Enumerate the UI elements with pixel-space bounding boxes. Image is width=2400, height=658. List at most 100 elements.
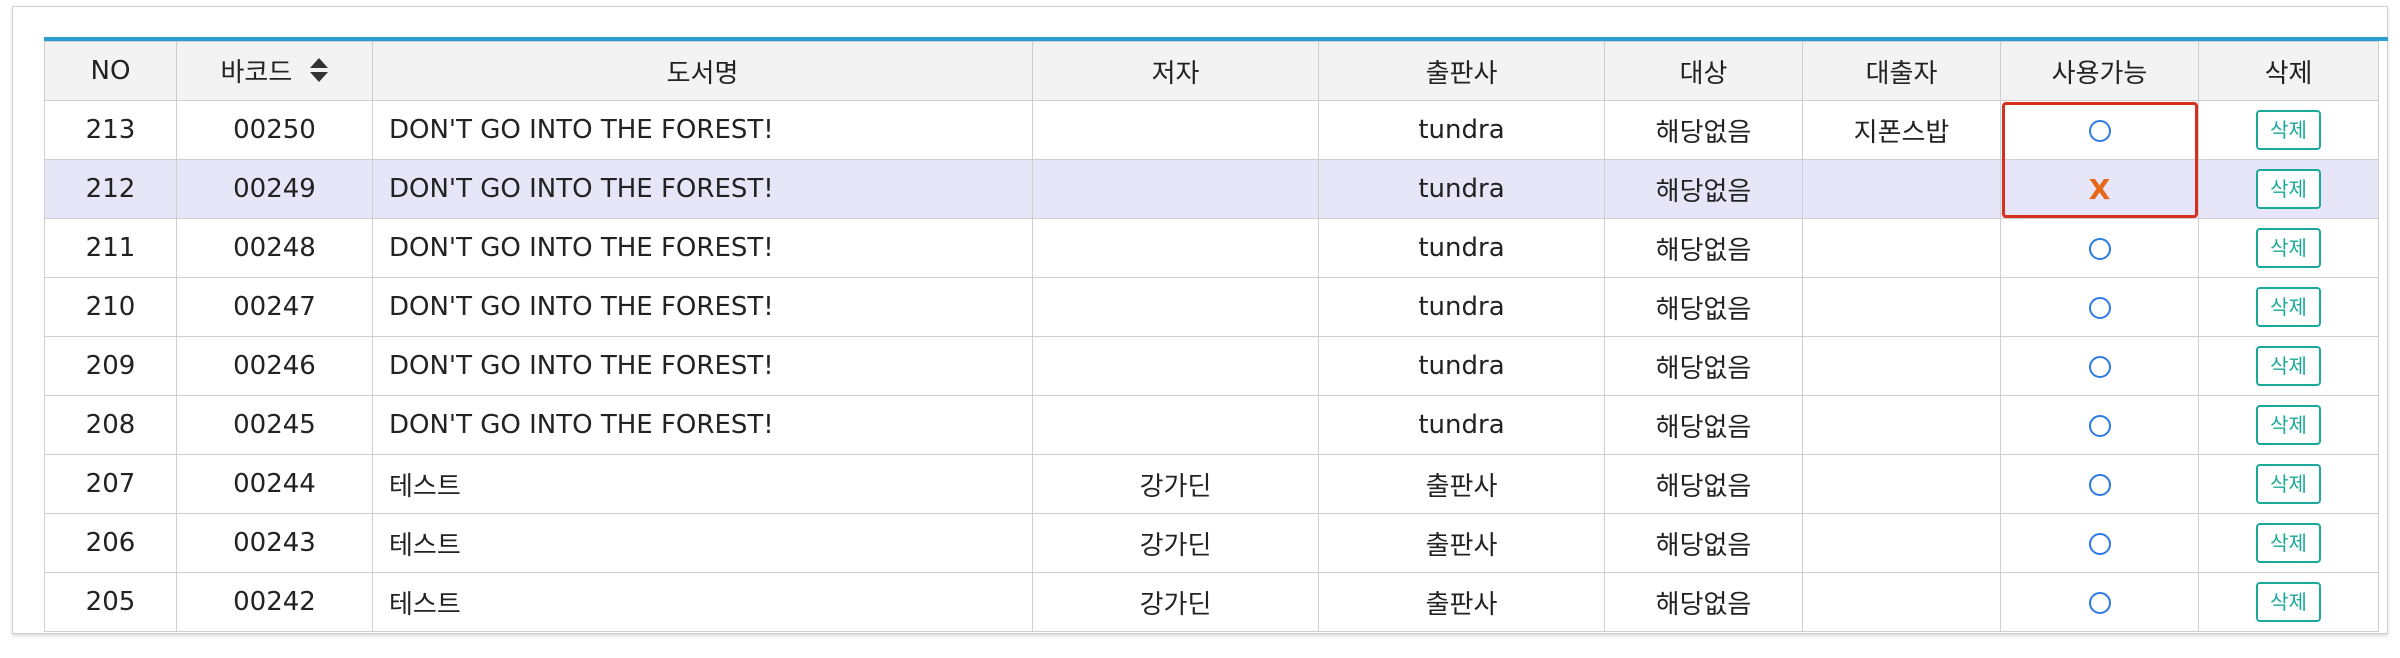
cell-title: DON'T GO INTO THE FOREST! [372, 336, 1033, 396]
cell-no: 213 [44, 100, 177, 160]
table-row[interactable]: 211 00248 DON'T GO INTO THE FOREST! tundra 해… [44, 218, 2379, 278]
table-row[interactable]: 212 00249 DON'T GO INTO THE FOREST! tundra 해… [44, 159, 2379, 219]
circle-available-icon [2088, 237, 2111, 260]
cell-no: 209 [44, 336, 177, 396]
cell-title: 테스트 [372, 513, 1033, 573]
book-table: NO 바코드 도서명 저자 출판사 대상 대출자 사용가능 삭제 213 0025… [44, 41, 2379, 632]
cell-borrower [1802, 395, 2001, 455]
delete-button[interactable]: 삭제 [2256, 169, 2321, 209]
table-row[interactable]: 208 00245 DON'T GO INTO THE FOREST! tundra 해… [44, 395, 2379, 455]
cell-publisher: tundra [1318, 218, 1605, 278]
header-borrower: 대출자 [1802, 41, 2001, 101]
cell-delete: 삭제 [2198, 513, 2379, 573]
header-title: 도서명 [372, 41, 1033, 101]
table-header-row: NO 바코드 도서명 저자 출판사 대상 대출자 사용가능 삭제 [44, 41, 2379, 101]
delete-button[interactable]: 삭제 [2256, 287, 2321, 327]
cell-target: 해당없음 [1604, 159, 1803, 219]
circle-available-icon [2088, 473, 2111, 496]
cell-author: 강가딘 [1032, 454, 1319, 514]
delete-button[interactable]: 삭제 [2256, 464, 2321, 504]
x-unavailable-icon: X [2088, 172, 2111, 206]
cell-available [2000, 572, 2199, 632]
cell-borrower [1802, 218, 2001, 278]
cell-author [1032, 277, 1319, 337]
circle-available-icon [2088, 355, 2111, 378]
header-publisher: 출판사 [1318, 41, 1605, 101]
table-row[interactable]: 207 00244 테스트 강가딘 출판사 해당없음 삭제 [44, 454, 2379, 514]
cell-delete: 삭제 [2198, 100, 2379, 160]
table-row[interactable]: 210 00247 DON'T GO INTO THE FOREST! tundra 해… [44, 277, 2379, 337]
cell-author [1032, 159, 1319, 219]
cell-barcode: 00247 [176, 277, 373, 337]
cell-delete: 삭제 [2198, 572, 2379, 632]
table-row[interactable]: 213 00250 DON'T GO INTO THE FOREST! tundra 해… [44, 100, 2379, 160]
cell-publisher: tundra [1318, 100, 1605, 160]
cell-title: 테스트 [372, 572, 1033, 632]
cell-title: DON'T GO INTO THE FOREST! [372, 218, 1033, 278]
cell-borrower [1802, 454, 2001, 514]
circle-available-icon [2088, 414, 2111, 437]
cell-barcode: 00243 [176, 513, 373, 573]
cell-publisher: tundra [1318, 336, 1605, 396]
cell-no: 207 [44, 454, 177, 514]
delete-button[interactable]: 삭제 [2256, 110, 2321, 150]
cell-barcode: 00245 [176, 395, 373, 455]
cell-title: DON'T GO INTO THE FOREST! [372, 277, 1033, 337]
cell-delete: 삭제 [2198, 277, 2379, 337]
cell-title: 테스트 [372, 454, 1033, 514]
table-accent-bar [44, 37, 2388, 41]
sort-updown-icon[interactable] [309, 56, 329, 91]
cell-author [1032, 336, 1319, 396]
header-author: 저자 [1032, 41, 1319, 101]
cell-barcode: 00242 [176, 572, 373, 632]
cell-available [2000, 218, 2199, 278]
cell-borrower [1802, 277, 2001, 337]
cell-barcode: 00249 [176, 159, 373, 219]
cell-target: 해당없음 [1604, 395, 1803, 455]
circle-available-icon [2088, 119, 2111, 142]
cell-delete: 삭제 [2198, 395, 2379, 455]
cell-borrower [1802, 572, 2001, 632]
header-no: NO [44, 41, 177, 101]
delete-button[interactable]: 삭제 [2256, 405, 2321, 445]
cell-publisher: 출판사 [1318, 454, 1605, 514]
cell-borrower [1802, 159, 2001, 219]
circle-available-icon [2088, 296, 2111, 319]
cell-target: 해당없음 [1604, 336, 1803, 396]
cell-no: 206 [44, 513, 177, 573]
delete-button[interactable]: 삭제 [2256, 346, 2321, 386]
delete-button[interactable]: 삭제 [2256, 523, 2321, 563]
table-row[interactable]: 209 00246 DON'T GO INTO THE FOREST! tundra 해… [44, 336, 2379, 396]
delete-button[interactable]: 삭제 [2256, 582, 2321, 622]
cell-author [1032, 100, 1319, 160]
cell-publisher: 출판사 [1318, 572, 1605, 632]
cell-barcode: 00246 [176, 336, 373, 396]
table-row[interactable]: 205 00242 테스트 강가딘 출판사 해당없음 삭제 [44, 572, 2379, 632]
cell-no: 210 [44, 277, 177, 337]
delete-button[interactable]: 삭제 [2256, 228, 2321, 268]
cell-no: 205 [44, 572, 177, 632]
cell-target: 해당없음 [1604, 513, 1803, 573]
cell-no: 211 [44, 218, 177, 278]
cell-publisher: 출판사 [1318, 513, 1605, 573]
table-row[interactable]: 206 00243 테스트 강가딘 출판사 해당없음 삭제 [44, 513, 2379, 573]
cell-barcode: 00250 [176, 100, 373, 160]
cell-available [2000, 513, 2199, 573]
cell-barcode: 00248 [176, 218, 373, 278]
header-barcode[interactable]: 바코드 [176, 41, 373, 101]
cell-no: 208 [44, 395, 177, 455]
cell-delete: 삭제 [2198, 336, 2379, 396]
cell-author [1032, 395, 1319, 455]
cell-available [2000, 336, 2199, 396]
cell-target: 해당없음 [1604, 454, 1803, 514]
cell-barcode: 00244 [176, 454, 373, 514]
cell-target: 해당없음 [1604, 572, 1803, 632]
header-barcode-label: 바코드 [220, 57, 293, 88]
cell-available [2000, 277, 2199, 337]
cell-target: 해당없음 [1604, 100, 1803, 160]
cell-title: DON'T GO INTO THE FOREST! [372, 100, 1033, 160]
cell-author: 강가딘 [1032, 513, 1319, 573]
cell-borrower [1802, 513, 2001, 573]
cell-delete: 삭제 [2198, 454, 2379, 514]
cell-available: X [2000, 159, 2199, 219]
